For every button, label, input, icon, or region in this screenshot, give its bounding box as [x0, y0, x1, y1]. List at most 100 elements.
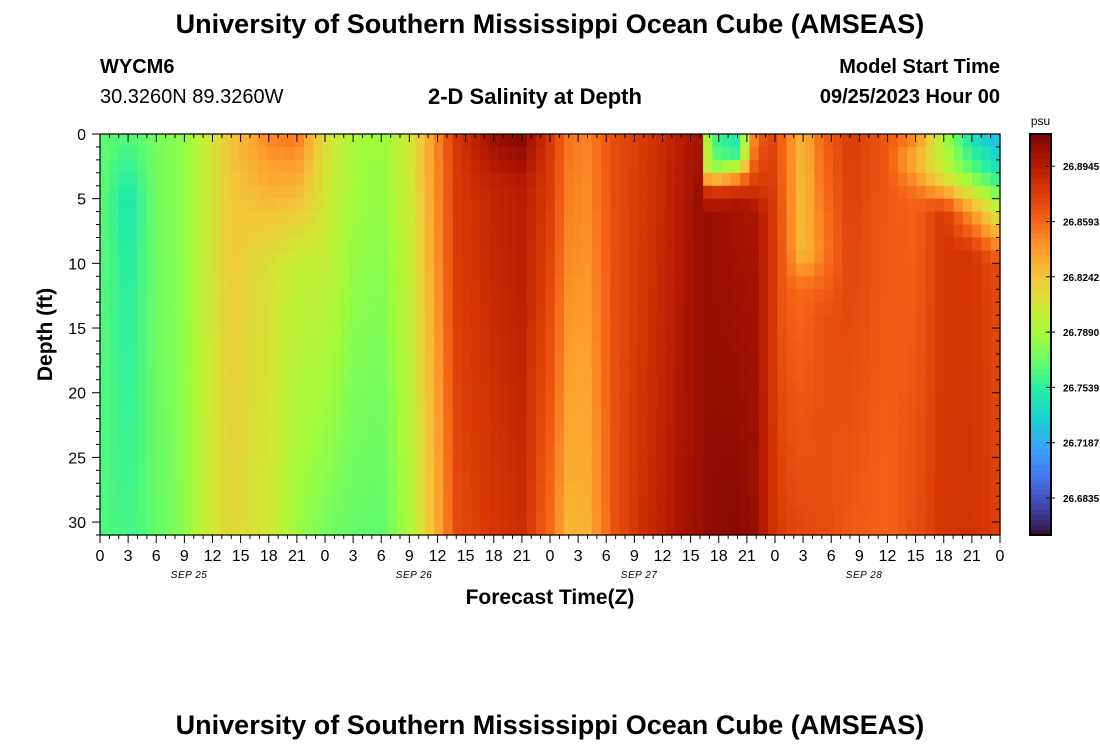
heatmap-cell	[897, 418, 908, 433]
heatmap-cell	[192, 211, 203, 226]
heatmap-cell	[935, 224, 945, 239]
heatmap-cell	[155, 431, 166, 446]
heatmap-cell	[498, 146, 509, 161]
heatmap-cell	[795, 340, 806, 355]
heatmap-cell	[248, 172, 259, 187]
heatmap-cell	[202, 431, 212, 446]
heatmap-cell	[508, 457, 519, 471]
heatmap-cell	[740, 418, 751, 433]
heatmap-cell	[536, 224, 546, 239]
heatmap-cell	[953, 159, 964, 174]
heatmap-cell	[304, 366, 314, 381]
heatmap-cell	[480, 509, 491, 523]
heatmap-cell	[239, 263, 250, 277]
heatmap-cell	[897, 431, 908, 446]
heatmap-cell	[498, 509, 509, 523]
heatmap-cell	[870, 134, 880, 148]
heatmap-cell	[897, 340, 908, 355]
heatmap-cell	[480, 496, 491, 510]
heatmap-cell	[183, 198, 194, 213]
heatmap-cell	[591, 328, 602, 342]
heatmap-cell	[369, 276, 379, 290]
heatmap-cell	[396, 470, 407, 484]
heatmap-cell	[944, 211, 955, 226]
heatmap-cell	[944, 470, 955, 484]
heatmap-cell	[313, 418, 324, 433]
heatmap-cell	[434, 276, 444, 290]
heatmap-cell	[814, 470, 825, 484]
heatmap-cell	[832, 302, 843, 316]
heatmap-cell	[860, 496, 871, 510]
heatmap-cell	[563, 522, 574, 536]
heatmap-cell	[517, 405, 528, 420]
heatmap-cell	[331, 392, 342, 407]
heatmap-cell	[740, 211, 751, 226]
heatmap-cell	[545, 522, 556, 536]
heatmap-cell	[146, 470, 157, 484]
heatmap-cell	[183, 289, 194, 303]
heatmap-cell	[155, 315, 166, 329]
heatmap-cell	[517, 211, 528, 226]
heatmap-cell	[489, 198, 500, 213]
heatmap-cell	[359, 185, 370, 200]
heatmap-cell	[137, 315, 147, 329]
heatmap-cell	[285, 392, 296, 407]
heatmap-cell	[369, 509, 379, 523]
colorbar-swatch	[1030, 344, 1051, 351]
heatmap-cell	[758, 224, 769, 239]
colorbar-swatch	[1030, 159, 1051, 165]
heatmap-cell	[563, 185, 574, 200]
x-axis-label: Forecast Time(Z)	[466, 586, 635, 609]
heatmap-cell	[768, 496, 778, 510]
heatmap-cell	[795, 134, 806, 148]
heatmap-cell	[276, 302, 287, 316]
heatmap-cell	[675, 250, 686, 264]
heatmap-cell	[573, 522, 584, 536]
heatmap-cell	[554, 237, 565, 252]
heatmap-cell	[573, 146, 584, 161]
heatmap-cell	[471, 237, 482, 252]
heatmap-cell	[907, 457, 918, 471]
heatmap-cell	[962, 353, 973, 368]
heatmap-cell	[424, 470, 435, 484]
heatmap-cell	[823, 315, 834, 329]
heatmap-cell	[907, 263, 918, 277]
heatmap-cell	[109, 134, 120, 148]
heatmap-cell	[693, 496, 704, 510]
heatmap-cell	[192, 315, 203, 329]
heatmap-cell	[109, 496, 120, 510]
heatmap-cell	[545, 276, 556, 290]
heatmap-cell	[684, 302, 695, 316]
heatmap-cell	[814, 146, 825, 161]
heatmap-cell	[248, 276, 259, 290]
colorbar-tick-label: 26.6835	[1063, 494, 1100, 505]
heatmap-cell	[545, 146, 556, 161]
heatmap-cell	[675, 431, 686, 446]
heatmap-cell	[248, 522, 259, 536]
heatmap-cell	[100, 328, 110, 342]
heatmap-cell	[721, 353, 732, 368]
colorbar-swatch	[1030, 174, 1051, 180]
heatmap-cell	[461, 444, 472, 458]
heatmap-cell	[434, 418, 444, 433]
heatmap-cell	[944, 185, 955, 200]
heatmap-cell	[471, 198, 482, 213]
heatmap-cell	[582, 302, 593, 316]
heatmap-cell	[935, 379, 945, 394]
heatmap-cell	[211, 366, 222, 381]
heatmap-cell	[842, 263, 853, 277]
heatmap-cell	[953, 405, 964, 420]
heatmap-cell	[842, 405, 853, 420]
heatmap-cell	[888, 237, 899, 252]
heatmap-cell	[786, 172, 797, 187]
heatmap-cell	[962, 405, 973, 420]
heatmap-cell	[851, 146, 862, 161]
heatmap-cell	[786, 224, 797, 239]
heatmap-cell	[294, 431, 305, 446]
heatmap-cell	[749, 289, 760, 303]
heatmap-cell	[276, 353, 287, 368]
page-title: University of Southern Mississippi Ocean…	[175, 9, 925, 39]
heatmap-cell	[183, 340, 194, 355]
heatmap-cell	[387, 224, 398, 239]
heatmap-cell	[545, 315, 556, 329]
